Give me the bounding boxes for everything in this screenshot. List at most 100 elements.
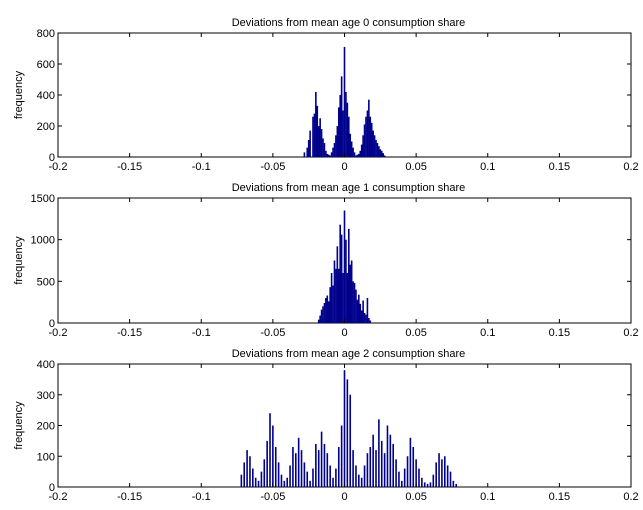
bar — [360, 144, 363, 157]
bar — [349, 133, 352, 157]
bar — [315, 91, 317, 157]
bar — [395, 459, 397, 487]
bar — [345, 91, 347, 157]
bar — [452, 480, 455, 487]
bar — [363, 465, 366, 487]
bar — [421, 477, 423, 487]
bar — [383, 453, 386, 487]
bar — [329, 465, 331, 487]
bar — [358, 294, 360, 323]
bar — [418, 468, 420, 487]
bar — [322, 138, 324, 157]
bar — [403, 468, 406, 487]
bar — [348, 228, 350, 323]
bar — [365, 116, 367, 157]
bar — [330, 152, 333, 157]
bar — [307, 139, 310, 157]
bar — [306, 147, 309, 157]
bar — [449, 471, 452, 488]
bar — [280, 474, 283, 487]
bar — [363, 313, 366, 323]
bar — [359, 303, 362, 323]
x-tick-label: -0.1 — [192, 327, 211, 339]
bar — [263, 459, 266, 487]
bar — [292, 447, 294, 487]
bar — [340, 425, 343, 487]
x-tick-label: 0.2 — [623, 327, 638, 339]
bar — [342, 110, 344, 157]
bar — [366, 298, 369, 323]
bar — [316, 105, 319, 157]
bar — [260, 471, 263, 488]
bar — [378, 419, 380, 487]
subplot-1: -0.2 -0.15 -0.1 -0.05 0 0.05 0.1 0.15 0.2 0 500 100… — [13, 182, 639, 339]
bar — [249, 456, 251, 487]
bar — [369, 447, 372, 487]
bar — [246, 450, 248, 487]
x-tick-label: -0.15 — [117, 491, 142, 503]
bar — [319, 118, 321, 157]
bar — [348, 116, 350, 157]
bar — [343, 370, 346, 487]
x-tick-label: -0.1 — [192, 161, 211, 173]
x-tick-label: 0.05 — [405, 491, 426, 503]
bar — [329, 155, 331, 157]
x-tick-label: 0.15 — [549, 327, 570, 339]
bar — [272, 425, 274, 487]
y-axis-label: frequency — [13, 401, 25, 450]
bar — [317, 319, 320, 323]
subplot-0: -0.2 -0.15 -0.1 -0.05 0 0.05 0.1 0.15 0.2 0 200 400… — [13, 17, 639, 173]
bar — [269, 413, 271, 487]
bar — [240, 474, 243, 487]
bar — [243, 462, 246, 487]
bar — [362, 300, 364, 323]
x-tick-label: 0 — [341, 161, 347, 173]
bar — [350, 141, 353, 157]
chart-title: Deviations from mean age 2 consumption s… — [232, 348, 466, 360]
bar — [441, 459, 443, 487]
x-tick-label: 0.15 — [549, 161, 570, 173]
subplot-2: -0.2 -0.15 -0.1 -0.05 0 0.05 0.1 0.15 0.2 0 100 200… — [13, 348, 639, 503]
y-tick-label: 800 — [37, 28, 55, 40]
x-tick-label: -0.2 — [49, 327, 68, 339]
bar — [369, 116, 372, 157]
bar — [320, 129, 323, 157]
bar — [330, 273, 333, 323]
bar — [317, 450, 320, 487]
bar — [312, 116, 314, 157]
chart-title: Deviations from mean age 1 consumption s… — [232, 182, 466, 194]
bar — [398, 471, 400, 488]
bar — [325, 298, 327, 323]
bar — [435, 462, 437, 487]
y-tick-label: 200 — [37, 121, 55, 133]
bar — [380, 440, 383, 488]
bar — [356, 299, 359, 323]
bar — [312, 468, 314, 487]
bar — [346, 102, 349, 157]
y-tick-label: 1500 — [31, 193, 55, 205]
bar — [332, 477, 334, 487]
y-tick-label: 1000 — [31, 235, 55, 247]
bar — [350, 260, 353, 323]
bar — [409, 437, 412, 487]
bar — [336, 246, 339, 323]
x-tick-label: 0.1 — [480, 161, 495, 173]
y-tick-label: 600 — [37, 59, 55, 71]
bar — [415, 459, 417, 487]
x-tick-label: -0.2 — [49, 491, 68, 503]
bar — [340, 76, 343, 157]
bar — [349, 394, 352, 487]
bar — [335, 468, 337, 487]
bar — [352, 147, 354, 157]
bar — [323, 303, 326, 323]
y-tick-label: 0 — [49, 318, 55, 330]
bar — [335, 268, 337, 323]
bar — [363, 124, 366, 157]
bar — [317, 126, 320, 157]
x-tick-label: 0.05 — [405, 161, 426, 173]
bar — [303, 462, 306, 487]
bar — [353, 283, 356, 323]
bar — [294, 453, 297, 487]
bar — [401, 480, 403, 487]
bar — [359, 150, 362, 157]
